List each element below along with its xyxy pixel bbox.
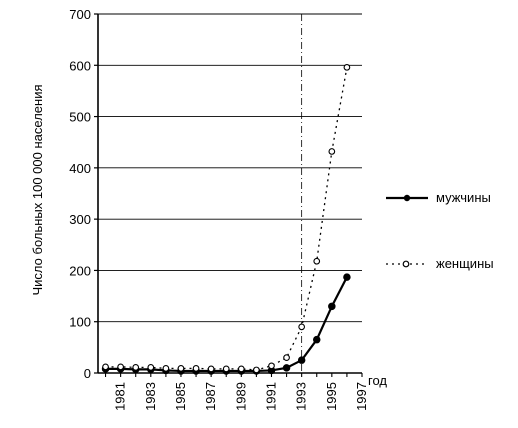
data-point-men — [282, 364, 291, 372]
data-point-women — [147, 364, 155, 371]
x-tick-label: 1989 — [233, 382, 248, 411]
data-point-women — [222, 365, 230, 373]
series-layer — [101, 63, 351, 375]
y-tick-label: 600 — [69, 58, 91, 73]
data-point-women — [253, 366, 260, 374]
data-point-women — [117, 363, 124, 371]
data-point-women — [132, 364, 140, 371]
y-tick-label: 300 — [69, 212, 91, 227]
y-tick-label: 500 — [69, 110, 91, 125]
data-point-men — [312, 335, 321, 344]
x-tick-label: 1991 — [263, 382, 278, 411]
data-point-women — [237, 365, 245, 373]
legend: мужчины женщины — [386, 190, 494, 271]
x-tick-label: 1987 — [203, 382, 218, 411]
x-tick-label: 1985 — [173, 382, 188, 411]
x-axis-title: год — [368, 373, 387, 388]
data-point-women — [192, 365, 200, 372]
y-tick-label: 700 — [69, 7, 91, 22]
x-tick-label: 1993 — [294, 382, 309, 411]
y-tick-label: 200 — [69, 263, 91, 278]
data-point-women — [343, 63, 351, 71]
legend-marker-women — [402, 260, 410, 268]
y-axis-title: Число больных 100 000 населения — [30, 85, 45, 296]
data-point-women — [298, 323, 306, 331]
axes — [97, 14, 362, 374]
data-point-women — [207, 365, 215, 373]
x-axis-ticks: 1981 1983 1985 1987 1989 1991 1993 1995 1997 — [104, 373, 369, 411]
x-tick-label: 1981 — [113, 382, 128, 411]
y-tick-label: 0 — [84, 366, 91, 381]
data-point-women — [283, 354, 290, 361]
data-point-women — [328, 148, 336, 155]
data-point-men — [343, 273, 351, 281]
data-point-women — [102, 363, 109, 371]
legend-label-women: женщины — [436, 256, 494, 271]
data-point-women — [177, 365, 185, 372]
y-tick-label: 100 — [69, 315, 91, 330]
y-axis-ticks: 0 100 200 300 400 500 600 700 — [69, 7, 98, 381]
data-point-women — [268, 362, 275, 370]
series-line-women — [105, 67, 348, 371]
y-tick-label: 400 — [69, 161, 91, 176]
x-tick-label: 1983 — [143, 382, 158, 411]
data-point-women — [162, 365, 170, 372]
series-line-men — [105, 276, 348, 373]
legend-label-men: мужчины — [436, 190, 491, 205]
data-point-men — [328, 302, 336, 311]
x-tick-label: 1997 — [354, 382, 369, 411]
x-tick-label: 1995 — [324, 382, 339, 411]
data-point-women — [313, 257, 321, 265]
data-point-men — [297, 356, 306, 364]
legend-marker-men — [403, 194, 411, 202]
grid — [98, 13, 362, 373]
